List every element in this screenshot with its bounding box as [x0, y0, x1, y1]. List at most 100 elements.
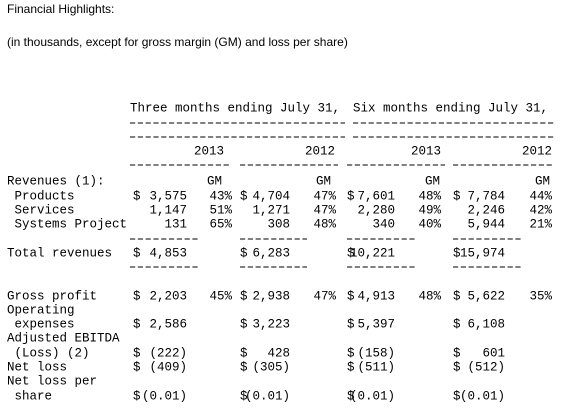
amount: (511): [357, 360, 395, 374]
gm-percent: 42%: [529, 203, 552, 217]
amount: 340: [372, 217, 395, 231]
gm-header: GM: [535, 174, 550, 188]
amount: 7,601: [357, 189, 395, 203]
currency-sign: $: [453, 289, 461, 303]
amount: 5,944: [467, 217, 505, 231]
currency-sign: $: [240, 389, 248, 403]
currency-sign: $: [347, 346, 355, 360]
row-label: Revenues (1):: [7, 174, 105, 188]
currency-sign: $: [240, 346, 248, 360]
row-label: Services: [7, 203, 75, 217]
currency-sign: $: [133, 317, 141, 331]
amount: 4,913: [357, 289, 395, 303]
currency-sign: $: [453, 389, 461, 403]
gm-header: GM: [425, 174, 440, 188]
gm-percent: 48%: [313, 217, 336, 231]
amount: (222): [149, 346, 187, 360]
gm-header: GM: [316, 174, 331, 188]
gm-percent: 48%: [418, 189, 441, 203]
year: 2013: [194, 144, 224, 158]
year: 2013: [411, 144, 441, 158]
amount: 10,221: [350, 246, 395, 260]
amount: 4,704: [252, 189, 290, 203]
amount: (409): [149, 360, 187, 374]
row-label: Adjusted EBITDA: [7, 331, 120, 345]
row-label: (Loss) (2): [7, 346, 90, 360]
amount: 2,280: [357, 203, 395, 217]
row-label: Systems Project: [7, 217, 127, 231]
amount: 5,622: [467, 289, 505, 303]
currency-sign: $: [133, 346, 141, 360]
period-header: Three months ending July 31,: [130, 101, 340, 115]
amount: (0.01): [460, 389, 505, 403]
gm-percent: 49%: [418, 203, 441, 217]
currency-sign: $: [453, 317, 461, 331]
amount: 1,271: [252, 203, 290, 217]
year: 2012: [522, 144, 552, 158]
period-header: Six months ending July 31,: [353, 101, 548, 115]
currency-sign: $: [347, 317, 355, 331]
row-label: Net loss: [7, 360, 67, 374]
amount: (305): [252, 360, 290, 374]
subtitle: (in thousands, except for gross margin (…: [7, 35, 348, 49]
amount: 3,575: [149, 189, 187, 203]
amount: 3,223: [252, 317, 290, 331]
currency-sign: $: [133, 360, 141, 374]
currency-sign: $: [240, 189, 248, 203]
amount: (0.01): [142, 389, 187, 403]
year: 2012: [305, 144, 335, 158]
gm-percent: 45%: [209, 289, 232, 303]
currency-sign: $: [240, 289, 248, 303]
currency-sign: $: [347, 189, 355, 203]
amount: 131: [164, 217, 187, 231]
gm-percent: 47%: [313, 203, 336, 217]
currency-sign: $: [347, 389, 355, 403]
row-label: Operating: [7, 303, 75, 317]
gm-percent: 51%: [209, 203, 232, 217]
currency-sign: $: [133, 189, 141, 203]
rules: [130, 122, 555, 268]
amount: 2,246: [467, 203, 505, 217]
title: Financial Highlights:: [7, 2, 114, 16]
currency-sign: $: [453, 360, 461, 374]
gm-percent: 40%: [418, 217, 441, 231]
row-label: Products: [7, 189, 75, 203]
currency-sign: $: [347, 360, 355, 374]
gm-percent: 21%: [529, 217, 552, 231]
currency-sign: $: [133, 389, 141, 403]
amount: (0.01): [245, 389, 290, 403]
currency-sign: $: [133, 289, 141, 303]
gm-percent: 48%: [418, 289, 441, 303]
currency-sign: $: [453, 246, 461, 260]
row-label: expenses: [7, 317, 75, 331]
row-label: Gross profit: [7, 289, 97, 303]
amount: (158): [357, 346, 395, 360]
gm-percent: 47%: [313, 189, 336, 203]
row-label: share: [7, 389, 52, 403]
row-label: Total revenues: [7, 246, 112, 260]
amount: (512): [467, 360, 505, 374]
amount: 1,147: [149, 203, 187, 217]
gm-header: GM: [207, 174, 222, 188]
currency-sign: $: [453, 189, 461, 203]
amount: 2,203: [149, 289, 187, 303]
gm-percent: 44%: [529, 189, 552, 203]
amount: 308: [267, 217, 290, 231]
currency-sign: $: [453, 346, 461, 360]
currency-sign: $: [347, 246, 355, 260]
amount: 7,784: [467, 189, 505, 203]
amount: 6,283: [252, 246, 290, 260]
currency-sign: $: [240, 246, 248, 260]
amount: 601: [482, 346, 505, 360]
amount: (0.01): [350, 389, 395, 403]
currency-sign: $: [240, 317, 248, 331]
amount: 15,974: [460, 246, 505, 260]
currency-sign: $: [133, 246, 141, 260]
gm-percent: 65%: [209, 217, 232, 231]
amount: 2,938: [252, 289, 290, 303]
currency-sign: $: [347, 289, 355, 303]
gm-percent: 47%: [313, 289, 336, 303]
row-label: Net loss per: [7, 374, 97, 388]
gm-percent: 35%: [529, 289, 552, 303]
currency-sign: $: [240, 360, 248, 374]
